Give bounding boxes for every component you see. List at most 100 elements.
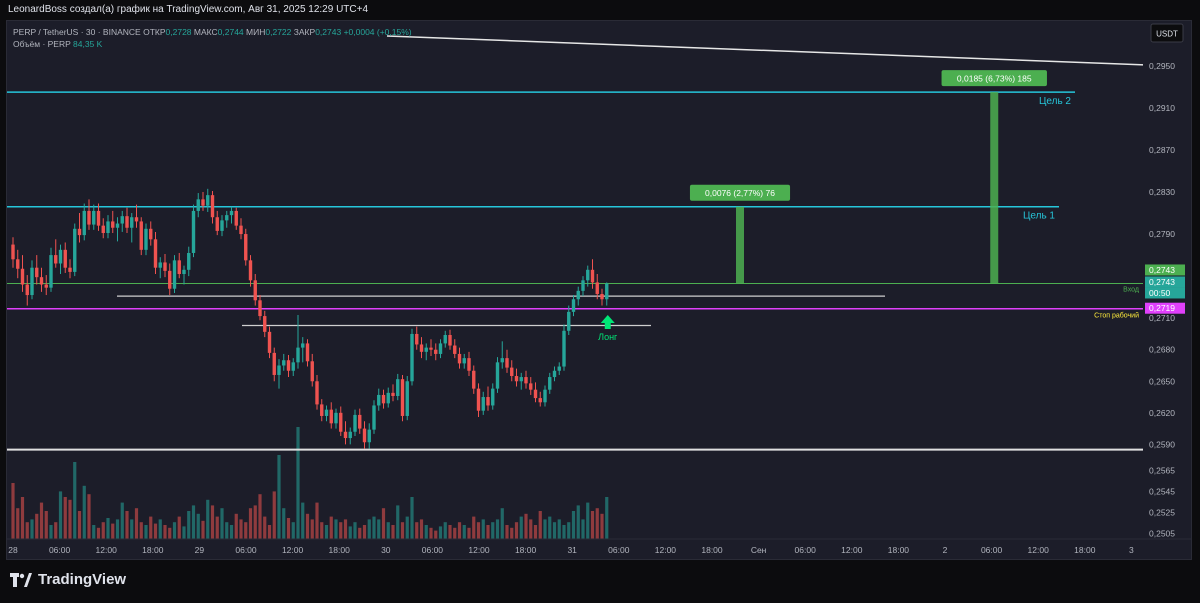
volume-bar — [11, 483, 15, 539]
volume-bar — [120, 502, 124, 539]
candle-body — [514, 376, 519, 382]
candle-body — [115, 223, 120, 228]
measure-bar-2[interactable] — [990, 92, 999, 284]
x-tick-label: 06:00 — [235, 545, 257, 555]
candle-body — [339, 412, 343, 432]
volume-bar — [571, 511, 576, 539]
x-tick-label: 12:00 — [655, 545, 677, 555]
trendline[interactable] — [386, 35, 1149, 66]
candle-body — [571, 299, 576, 312]
candle-body — [362, 428, 367, 443]
candle-body — [476, 388, 481, 411]
volume-bar — [514, 522, 519, 539]
x-tick-label: 12:00 — [841, 545, 863, 555]
volume-bar — [557, 519, 561, 539]
volume-bar — [457, 522, 462, 539]
x-tick-label: 12:00 — [1028, 545, 1050, 555]
candle-body — [191, 210, 196, 253]
candle-body — [101, 225, 105, 233]
volume-bar — [348, 526, 352, 539]
volume-bar — [448, 525, 452, 539]
volume-bar — [163, 525, 167, 539]
chart-caption: LeonardBoss создал(а) график на TradingV… — [8, 4, 369, 15]
candle-body — [63, 249, 67, 268]
candle-body — [163, 262, 167, 271]
measure-label-box-2 — [941, 70, 1047, 87]
volume-bar — [315, 502, 319, 539]
x-tick-label: 06:00 — [795, 545, 817, 555]
volume-bar — [377, 519, 381, 539]
volume-bar — [96, 527, 101, 539]
x-tick-label: 06:00 — [981, 545, 1003, 555]
candle-body — [524, 377, 528, 384]
volume-bar — [367, 519, 371, 539]
y-tick-label: 0,2545 — [1149, 487, 1175, 497]
x-tick-label: 18:00 — [1074, 545, 1096, 555]
volume-bar — [220, 508, 224, 539]
x-tick-label: 12:00 — [282, 545, 304, 555]
candle-body — [348, 431, 352, 439]
volume-bar — [58, 491, 63, 539]
candle-body — [329, 409, 333, 424]
candle-body — [386, 392, 390, 404]
legend-high-label: МАКС — [193, 27, 218, 37]
volume-bar — [111, 523, 115, 539]
legend-volume-label: Объём · PERP — [13, 39, 71, 49]
volume-bar — [201, 520, 205, 539]
candle-body — [358, 414, 362, 429]
x-tick-label: 18:00 — [888, 545, 910, 555]
volume-bar — [263, 516, 267, 539]
candle-body — [372, 405, 376, 430]
candle-body — [343, 431, 348, 439]
legend-symbol: PERP / TetherUS · 30 · BINANCE — [13, 27, 141, 37]
footer — [0, 560, 1200, 603]
candle-body — [481, 397, 485, 411]
candle-body — [30, 267, 34, 296]
volume-bar — [239, 519, 243, 539]
volume-bar — [438, 526, 443, 539]
volume-bar — [63, 497, 67, 539]
volume-bar — [505, 525, 509, 539]
candle-body — [429, 347, 433, 350]
y-tick-label: 0,2505 — [1149, 529, 1175, 539]
candle-body — [510, 367, 514, 377]
candle-body — [595, 282, 599, 294]
volume-bar — [125, 511, 129, 539]
price-badge-label: 0,2743 — [1149, 277, 1175, 287]
chart-svg[interactable]: Цель 2 Цель 1 Вход Стоп рабочий 0,0076 (2,77… — [7, 21, 1192, 560]
volume-bar — [310, 519, 314, 539]
volume-bar — [177, 516, 181, 539]
candle-body — [377, 394, 381, 406]
candle-body — [391, 392, 395, 396]
y-tick-label: 0,2910 — [1149, 103, 1175, 113]
chart-pane[interactable]: Цель 2 Цель 1 Вход Стоп рабочий 0,0076 (2,77… — [6, 20, 1192, 560]
volume-bar — [253, 505, 257, 539]
y-tick-label: 0,2650 — [1149, 376, 1175, 386]
volume-bar — [248, 508, 253, 539]
currency-button[interactable] — [1150, 23, 1184, 43]
volume-bar — [524, 513, 528, 539]
candle-body — [424, 347, 428, 352]
candle-body — [11, 244, 15, 260]
candle-body — [334, 412, 338, 424]
candle-body — [96, 210, 101, 226]
volume-legend[interactable]: Объём · PERP 84,35 K — [13, 39, 102, 49]
tradingview-logo-icon — [10, 572, 32, 587]
candle-body — [505, 358, 509, 368]
candle-body — [310, 361, 314, 382]
symbol-legend[interactable]: PERP / TetherUS · 30 · BINANCE ОТКР0,272… — [13, 27, 412, 37]
volume-bar — [258, 494, 262, 539]
measure-bar-1[interactable] — [736, 206, 744, 284]
candle-body — [229, 210, 234, 216]
candle-body — [552, 370, 557, 378]
volume-bar — [400, 522, 405, 539]
volume-bar — [396, 505, 400, 539]
volume-bar — [562, 525, 566, 539]
volume-bar — [415, 522, 419, 539]
volume-bar — [472, 516, 476, 539]
candle-body — [263, 316, 267, 332]
volume-bar — [324, 525, 329, 539]
candle-body — [590, 269, 595, 283]
candle-body — [486, 397, 490, 406]
volume-bar — [87, 494, 91, 539]
